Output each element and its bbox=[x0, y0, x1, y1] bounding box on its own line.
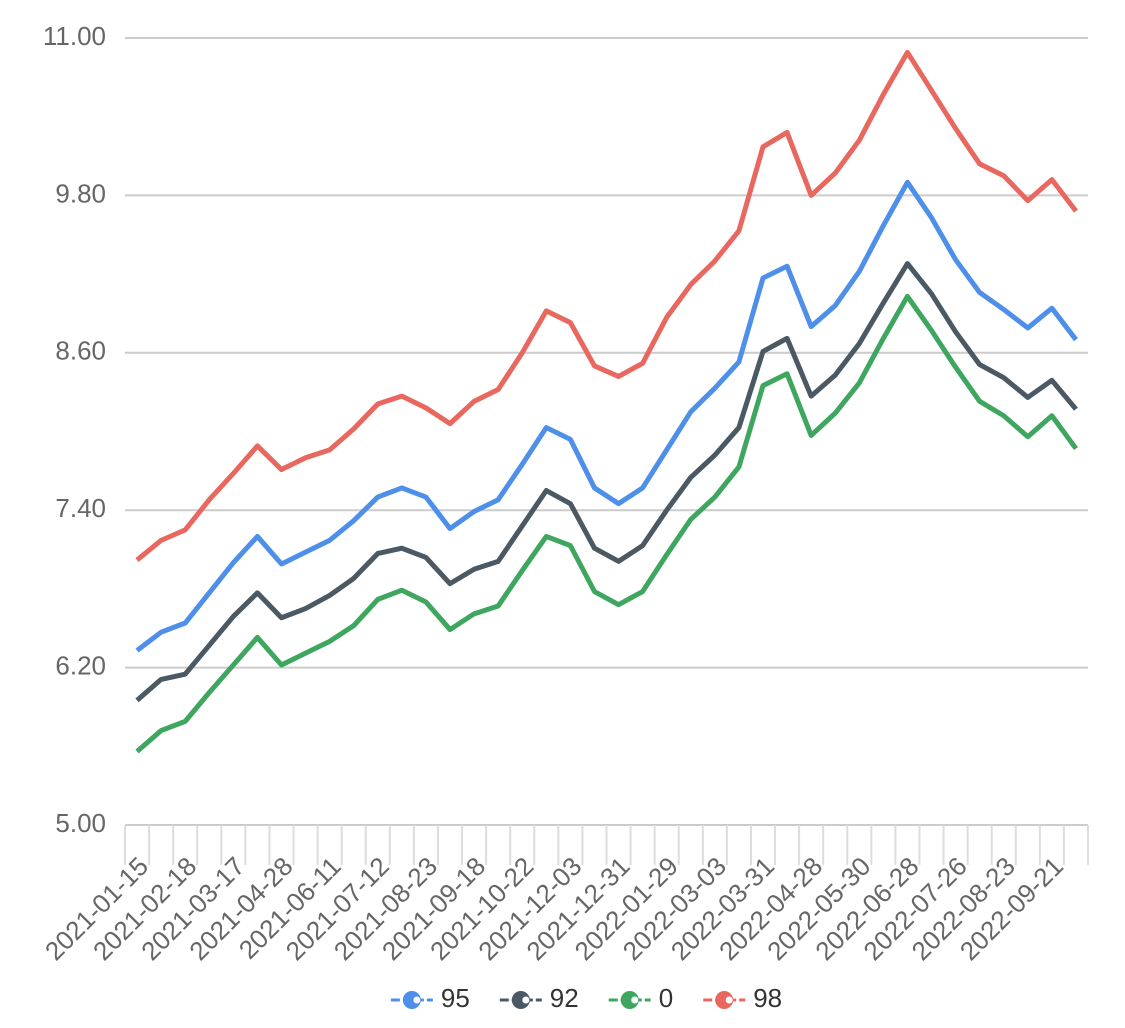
legend-label: 98 bbox=[753, 983, 782, 1013]
legend-marker bbox=[620, 991, 639, 1009]
y-tick-label: 7.40 bbox=[55, 493, 106, 523]
y-tick-label: 6.20 bbox=[55, 650, 106, 680]
legend-item: 98 bbox=[703, 983, 782, 1013]
legend: 95 92 0 98 bbox=[390, 983, 782, 1013]
legend-item: 92 bbox=[499, 983, 579, 1013]
line-series bbox=[135, 261, 1078, 703]
y-tick-label: 11.00 bbox=[43, 21, 106, 51]
y-tick-label: 9.80 bbox=[55, 178, 106, 208]
legend-marker-dot bbox=[522, 996, 530, 1004]
legend-marker bbox=[715, 991, 734, 1009]
line-series bbox=[135, 179, 1078, 653]
legend-marker-dot bbox=[631, 996, 639, 1004]
legend-item: 95 bbox=[390, 983, 470, 1013]
y-tick-label: 8.60 bbox=[55, 336, 106, 366]
legend-label: 0 bbox=[659, 983, 673, 1013]
legend-marker bbox=[402, 991, 421, 1009]
legend-item: 0 bbox=[608, 983, 673, 1013]
legend-label: 92 bbox=[550, 983, 579, 1013]
line-series bbox=[135, 49, 1078, 562]
y-tick-label: 5.00 bbox=[55, 808, 106, 838]
legend-label: 95 bbox=[441, 983, 470, 1013]
line-series bbox=[135, 293, 1078, 754]
legend-marker-dot bbox=[413, 996, 421, 1004]
legend-marker bbox=[511, 991, 530, 1009]
legend-marker-dot bbox=[725, 996, 733, 1004]
